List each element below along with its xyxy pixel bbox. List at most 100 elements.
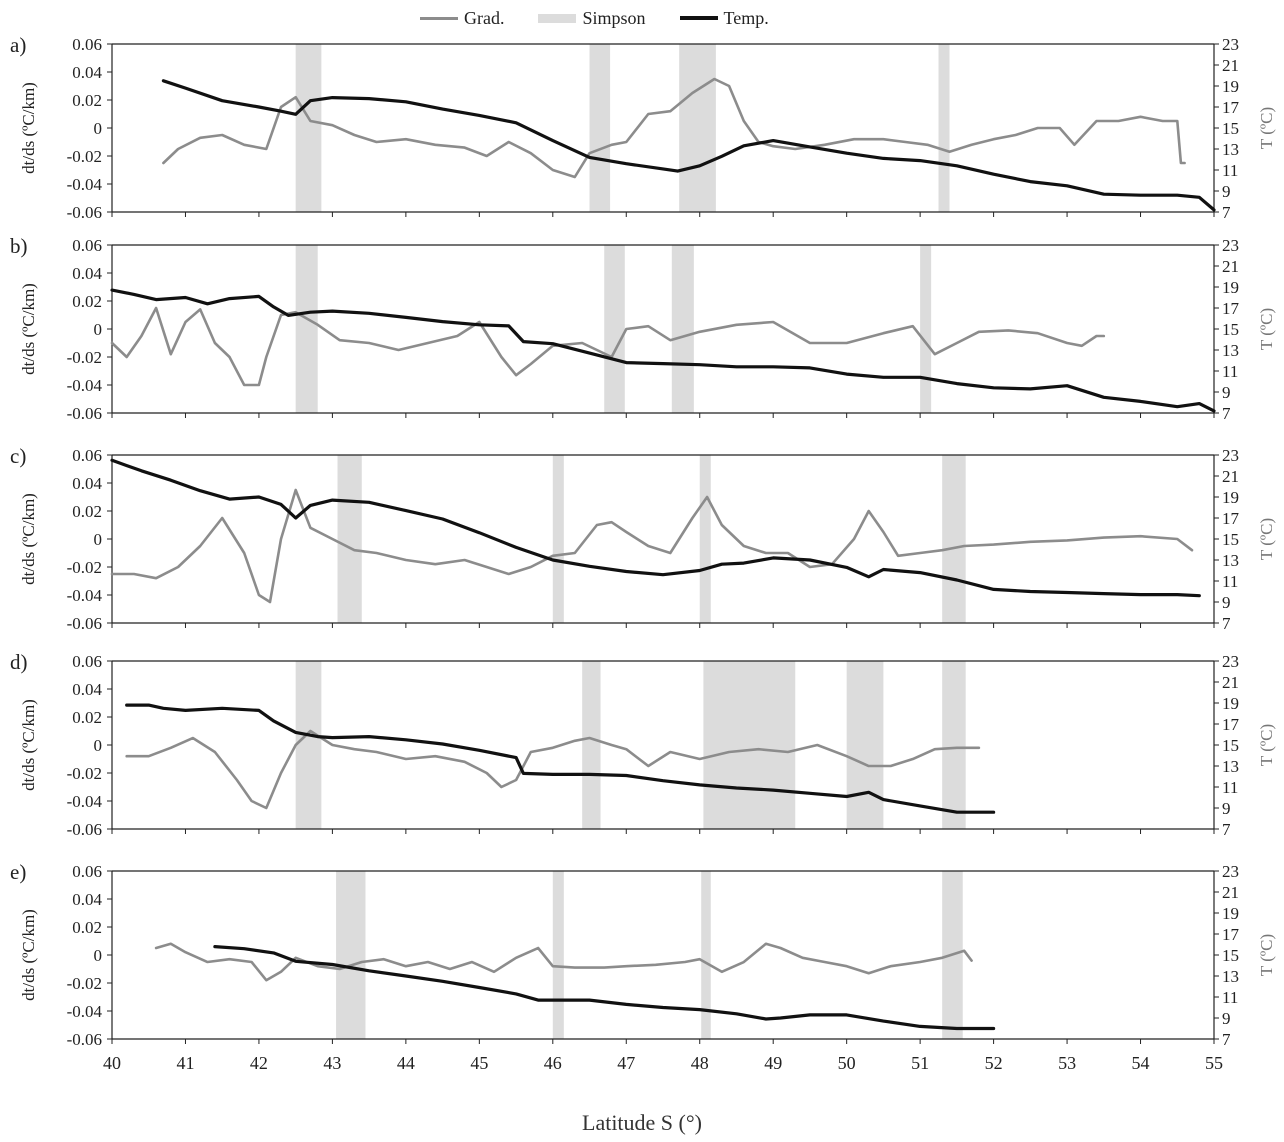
left-axis-title: dt/ds (ºC/km) [19,699,38,791]
panel-b: -0.06 -0.04 -0.02 0 0.02 0.04 0.06 7 9 11 13 15 17 19… [10,234,1276,423]
left-axis-title: dt/ds (ºC/km) [19,493,38,585]
x-tick-label: 48 [691,1053,709,1073]
simpson-band [703,661,796,829]
left-tick-label: 0.06 [72,236,102,255]
right-axis-title: T (ºC) [1257,518,1276,560]
grad-series-line [110,306,1106,387]
left-tick-label: -0.04 [67,175,103,194]
x-tick-label: 46 [544,1053,562,1073]
right-tick-label: 23 [1222,236,1239,255]
simpson-band [552,455,564,623]
right-tick-label: 9 [1222,182,1231,201]
left-tick-label: -0.02 [67,974,102,993]
left-tick-label: 0.02 [72,708,102,727]
temp-series-line [125,703,996,814]
simpson-band [699,455,711,623]
x-tick-label: 40 [103,1053,121,1073]
simpson-band [671,245,694,413]
right-tick-label: 23 [1222,862,1239,881]
simpson-band [589,44,611,212]
simpson-band [846,661,884,829]
right-tick-label: 21 [1222,56,1239,75]
simpson-band [679,44,716,212]
left-axis-title: dt/ds (ºC/km) [19,283,38,375]
simpson-band [582,661,601,829]
left-tick-label: -0.06 [67,404,102,423]
right-tick-label: 23 [1222,35,1239,54]
legend-label-grad: Grad. [464,7,505,28]
legend-swatch-simpson [538,13,577,23]
x-tick-label: 44 [397,1053,415,1073]
left-tick-label: -0.02 [67,348,102,367]
right-tick-label: 19 [1222,77,1239,96]
left-tick-label: 0.02 [72,91,102,110]
left-tick-label: 0.04 [72,264,102,283]
simpson-band [701,871,711,1039]
x-tick-label: 42 [250,1053,268,1073]
right-tick-label: 15 [1222,119,1239,138]
left-tick-label: 0.02 [72,292,102,311]
left-tick-label: -0.04 [67,792,103,811]
simpson-band [336,871,366,1039]
x-tick-label: 52 [985,1053,1003,1073]
right-tick-label: 7 [1222,614,1231,633]
grad-series-line [154,942,973,982]
left-axis-title: dt/ds (ºC/km) [19,909,38,1001]
simpson-band [604,245,625,413]
right-tick-label: 21 [1222,467,1239,486]
simpson-band [942,661,966,829]
left-tick-label: 0.04 [72,680,102,699]
right-tick-label: 19 [1222,488,1239,507]
left-tick-label: 0.06 [72,862,102,881]
panel-a: -0.06 -0.04 -0.02 0 0.02 0.04 0.06 7 9 11 13 15 17 19… [10,33,1276,222]
right-tick-label: 17 [1222,715,1240,734]
right-tick-label: 21 [1222,257,1239,276]
right-tick-label: 13 [1222,967,1239,986]
right-tick-label: 15 [1222,530,1239,549]
panel-label: b) [10,234,28,258]
legend-label-temp: Temp. [723,7,769,28]
left-axis-title: dt/ds (ºC/km) [19,82,38,174]
right-tick-label: 21 [1222,883,1239,902]
simpson-band [295,44,322,212]
right-tick-label: 13 [1222,140,1239,159]
right-tick-label: 9 [1222,1009,1231,1028]
right-tick-label: 19 [1222,278,1239,297]
simpson-band [295,661,322,829]
x-tick-label: 41 [176,1053,194,1073]
left-tick-label: 0.04 [72,890,102,909]
simpson-band [938,44,950,212]
legend: Grad. Simpson Temp. [420,4,769,32]
left-tick-label: 0 [94,530,103,549]
x-tick-label: 54 [1132,1053,1150,1073]
right-tick-label: 15 [1222,320,1239,339]
panel-label: e) [10,860,26,884]
left-tick-label: 0.06 [72,35,102,54]
right-tick-label: 13 [1222,757,1239,776]
panel-e: -0.06 -0.04 -0.02 0 0.02 0.04 0.06 7 9 11 13 15 17 19… [10,860,1276,1073]
temp-series-line [110,288,1216,413]
left-tick-label: 0.02 [72,918,102,937]
right-tick-label: 17 [1222,509,1240,528]
right-tick-label: 13 [1222,341,1239,360]
right-tick-label: 11 [1222,161,1238,180]
right-tick-label: 9 [1222,593,1231,612]
grad-series-line [162,77,1186,179]
panel-c: -0.06 -0.04 -0.02 0 0.02 0.04 0.06 7 9 11 13 15 17 19… [10,444,1276,633]
left-tick-label: 0.04 [72,63,102,82]
right-tick-label: 23 [1222,446,1239,465]
legend-swatch-temp [679,16,718,20]
right-tick-label: 21 [1222,673,1239,692]
x-tick-label: 50 [838,1053,856,1073]
left-tick-label: 0 [94,320,103,339]
right-tick-label: 9 [1222,799,1231,818]
left-tick-label: -0.02 [67,558,102,577]
right-axis-title: T (ºC) [1257,934,1276,976]
legend-item-grad: Grad. [420,8,504,29]
left-tick-label: 0 [94,119,103,138]
grad-series-line [110,488,1194,604]
right-tick-label: 11 [1222,778,1238,797]
right-tick-label: 11 [1222,988,1238,1007]
temp-series-line [213,944,996,1031]
right-tick-label: 13 [1222,551,1239,570]
